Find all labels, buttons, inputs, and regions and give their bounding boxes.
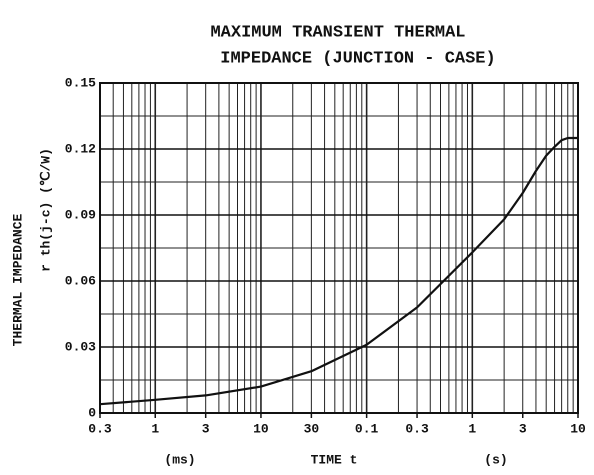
x-tick-label: 0.3: [88, 421, 112, 436]
y-tick-label: 0.12: [65, 141, 96, 156]
x-tick-label: 0.3: [405, 421, 429, 436]
chart-title: IMPEDANCE (JUNCTION - CASE): [220, 49, 495, 68]
x-tick-label: 3: [519, 421, 527, 436]
x-unit-label: (s): [484, 452, 507, 467]
curve: [99, 136, 578, 406]
x-tick-label: 3: [202, 421, 210, 436]
y-axis-label: r th(j-c) (℃/W): [38, 148, 53, 272]
y-axis-label: THERMAL IMPEDANCE: [10, 213, 25, 346]
plot-frame: [99, 82, 579, 414]
y-tick-label: 0: [88, 405, 96, 420]
x-axis-label: TIME t: [311, 452, 358, 467]
x-unit-label: (ms): [164, 452, 195, 467]
y-tick-label: 0.06: [65, 273, 96, 288]
x-tick-label: 10: [570, 421, 586, 436]
y-tick-label: 0.15: [65, 75, 96, 90]
x-tick-label: 30: [304, 421, 320, 436]
x-tick-label: 0.1: [355, 421, 379, 436]
chart-title: MAXIMUM TRANSIENT THERMAL: [210, 23, 465, 42]
y-tick-label: 0.03: [65, 339, 96, 354]
x-tick-label: 1: [468, 421, 476, 436]
x-tick-label: 10: [253, 421, 269, 436]
x-tick-label: 1: [151, 421, 159, 436]
y-tick-label: 0.09: [65, 207, 96, 222]
